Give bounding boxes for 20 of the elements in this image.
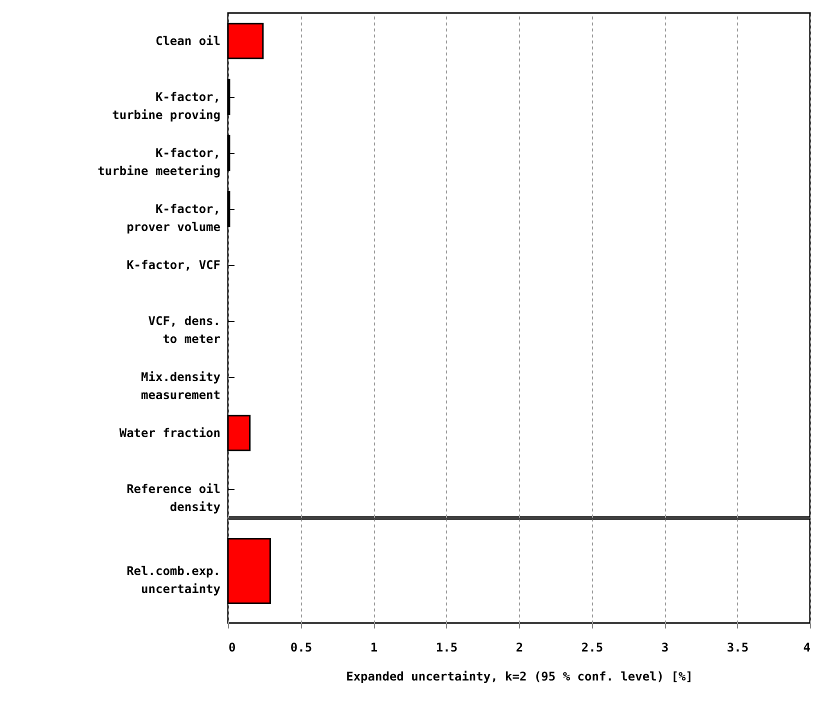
y-tick-label: VCF, dens. to meter [148, 314, 220, 346]
y-tick-label: Reference oil density [126, 482, 220, 514]
y-tick-label: Water fraction [119, 426, 220, 440]
y-tick-label: Clean oil [155, 34, 220, 48]
x-tick-label: 1 [370, 640, 378, 654]
x-tick-label: 2.5 [581, 640, 604, 654]
y-tick-label: K-factor, prover volume [126, 202, 220, 234]
x-axis-title: Expanded uncertainty, k=2 (95 % conf. level) [%] [346, 670, 693, 684]
x-tick-label: 0.5 [290, 640, 312, 654]
x-tick-label: 3.5 [726, 640, 749, 654]
x-tick-label: 0 [228, 640, 236, 654]
y-tick-label: K-factor, VCF [126, 258, 220, 272]
x-tick-label: 1.5 [436, 640, 458, 654]
x-tick-label: 4 [803, 640, 810, 654]
y-tick-label: K-factor, turbine proving [112, 90, 220, 122]
x-tick-label: 3 [661, 640, 669, 654]
y-tick-label: K-factor, turbine meetering [98, 146, 220, 178]
y-tick-label: Rel.comb.exp. uncertainty [126, 564, 220, 596]
y-tick-label: Mix.density measurement [141, 370, 220, 402]
x-tick-label: 2 [516, 640, 524, 654]
